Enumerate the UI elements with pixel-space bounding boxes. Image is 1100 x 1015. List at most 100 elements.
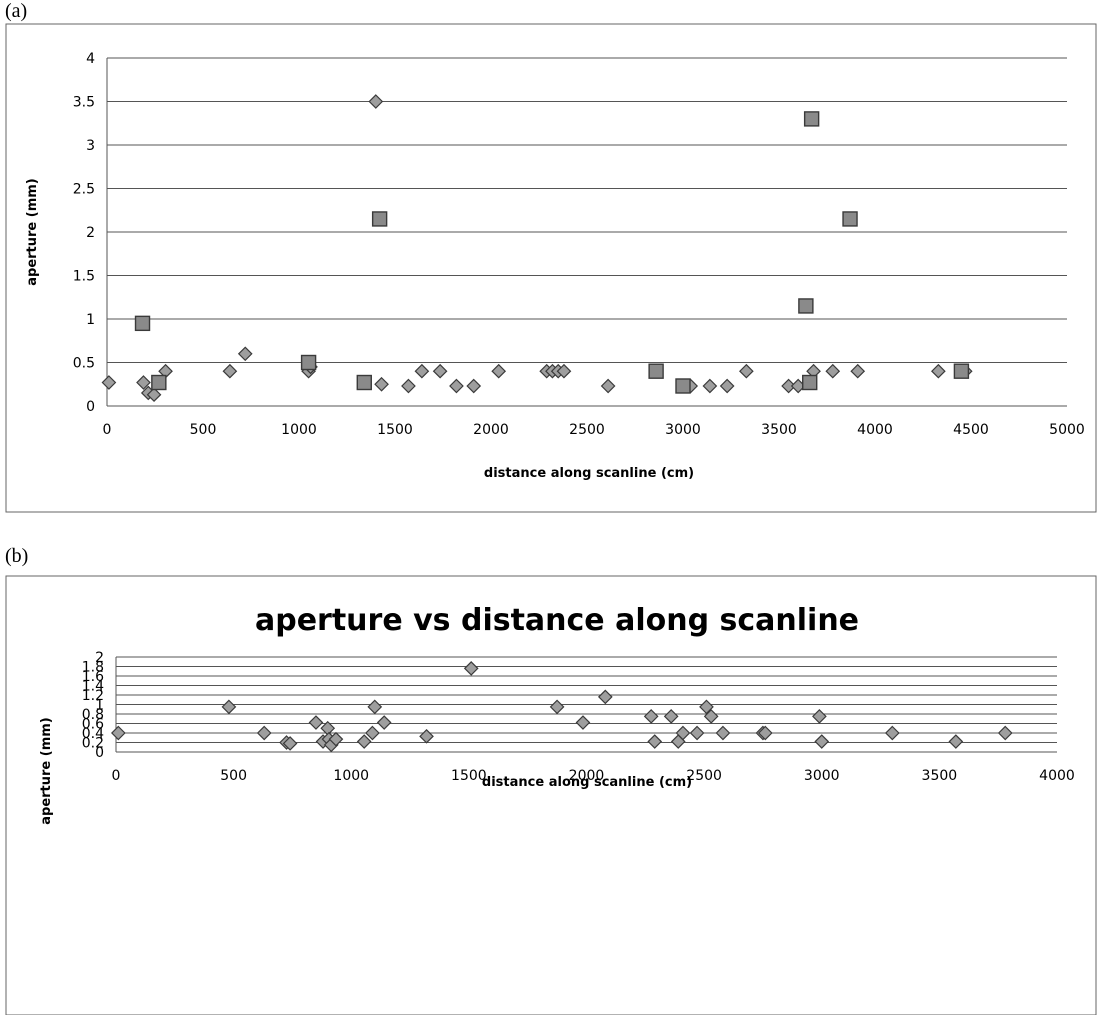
- chart-1-diamond-point: [814, 734, 830, 749]
- chart-1-diamond-point: [703, 709, 719, 724]
- chart-0-square-point: [300, 354, 317, 371]
- chart-0-diamond-point: [491, 363, 507, 379]
- chart-1-ytick: 1.2: [82, 688, 104, 704]
- chart-0-diamond-point: [101, 375, 117, 390]
- chart-0-xtick: 500: [190, 422, 217, 438]
- chart-1-diamond-point: [663, 709, 679, 724]
- chart-0-ytick: 2: [86, 225, 95, 241]
- chart-1-diamond-point: [597, 689, 613, 705]
- chart-1-diamond-point: [356, 734, 372, 749]
- chart-1-diamond-point: [549, 699, 565, 715]
- chart-1-ytick: 1: [95, 698, 104, 714]
- chart-0-xtick: 2500: [569, 422, 605, 438]
- chart-0-xtick: 5000: [1049, 422, 1085, 438]
- chart-1-diamond-point: [282, 736, 298, 751]
- chart-0-diamond-point: [931, 363, 946, 379]
- chart-1-diamond-point: [997, 725, 1013, 741]
- chart-0-square-point: [803, 111, 820, 127]
- chart-1-diamond-point: [812, 709, 827, 724]
- chart-0-diamond-point: [719, 378, 735, 394]
- panel-a-label: (a): [5, 0, 28, 22]
- chart-b-ylabel: aperture (mm): [39, 717, 54, 825]
- chart-1-xtick: 500: [220, 768, 247, 784]
- chart-0-ytick: 1: [86, 312, 95, 328]
- chart-1-diamond-point: [675, 725, 691, 741]
- chart-1-xtick: 4000: [1039, 768, 1075, 784]
- chart-1-xtick: 0: [112, 768, 121, 784]
- chart-0-xtick: 2000: [473, 422, 509, 438]
- chart-0-ytick: 1.5: [73, 269, 95, 285]
- chart-1-diamond-point: [689, 725, 705, 741]
- chart-0-square-point: [953, 363, 970, 379]
- chart-0-diamond-point: [449, 378, 464, 394]
- panel-b-label: (b): [5, 545, 29, 567]
- chart-1-ytick: 2: [95, 650, 104, 666]
- chart-0-diamond-point: [600, 378, 616, 394]
- chart-1-xtick: 2500: [686, 768, 722, 784]
- chart-1-diamond-point: [699, 699, 714, 715]
- chart-0-square-point: [802, 374, 818, 391]
- chart-1-diamond-point: [256, 725, 272, 741]
- chart-1-diamond-point: [308, 715, 324, 730]
- chart-1-ytick: 0.6: [82, 717, 104, 733]
- chart-0-xtick: 3500: [761, 422, 797, 438]
- chart-0-xtick: 1000: [281, 422, 317, 438]
- chart-1-ytick: 0.2: [82, 736, 104, 752]
- chart-1-xtick: 2000: [569, 768, 605, 784]
- chart-b-title: aperture vs distance along scanline: [255, 603, 859, 638]
- chart-0-square-point: [134, 315, 151, 332]
- chart-1-ytick: 0.8: [82, 707, 104, 723]
- chart-1-xtick: 1000: [333, 768, 369, 784]
- chart-b-xlabel: distance along scanline (cm): [482, 775, 692, 790]
- chart-0-xtick: 4000: [857, 422, 893, 438]
- chart-1-diamond-point: [376, 715, 392, 730]
- chart-0-square-point: [371, 211, 388, 227]
- chart-b-frame: [5, 575, 1097, 1015]
- chart-1-diamond-point: [647, 734, 663, 749]
- chart-0-xtick: 0: [103, 422, 112, 438]
- chart-0-square-point: [842, 211, 858, 227]
- chart-0-diamond-point: [556, 363, 572, 379]
- chart-a-xlabel: distance along scanline (cm): [484, 466, 694, 481]
- chart-1-diamond-point: [365, 725, 380, 741]
- chart-1-diamond-point: [328, 731, 344, 747]
- chart-0-ytick: 2.5: [73, 182, 95, 198]
- chart-1-diamond-point: [111, 725, 126, 741]
- chart-0-diamond-point: [414, 363, 430, 379]
- chart-0-diamond-point: [702, 378, 718, 394]
- chart-0-square-point: [648, 363, 664, 379]
- chart-0-diamond-point: [401, 378, 416, 394]
- chart-1-ytick: 0.4: [82, 726, 104, 742]
- chart-a-frame: [5, 23, 1097, 513]
- chart-1-ytick: 1.8: [82, 660, 104, 676]
- chart-1-ytick: 0: [95, 745, 104, 761]
- chart-1-diamond-point: [643, 709, 659, 724]
- chart-1-xtick: 3000: [804, 768, 840, 784]
- chart-0-diamond-point: [781, 378, 796, 394]
- chart-1-diamond-point: [575, 715, 591, 730]
- chart-a-ylabel: aperture (mm): [25, 178, 40, 286]
- chart-0-square-point: [675, 378, 691, 394]
- chart-0-xtick: 4500: [953, 422, 989, 438]
- chart-0-square-point: [798, 298, 814, 314]
- chart-1-diamond-point: [884, 725, 900, 741]
- chart-0-diamond-point: [466, 378, 482, 394]
- chart-0-diamond-point: [368, 94, 384, 109]
- chart-a: aperture (mm) distance along scanline (c…: [25, 51, 1085, 481]
- chart-0-diamond-point: [739, 363, 754, 379]
- chart-1-diamond-point: [463, 661, 479, 676]
- chart-0-diamond-point: [374, 376, 389, 392]
- chart-0-diamond-point: [136, 375, 151, 390]
- chart-1-diamond-point: [419, 728, 434, 744]
- chart-0-ytick: 3: [86, 138, 95, 154]
- chart-1-diamond-point: [367, 699, 383, 715]
- chart-0-ytick: 0.5: [73, 356, 95, 372]
- chart-0-square-point: [356, 374, 372, 391]
- chart-1-diamond-point: [757, 725, 773, 741]
- chart-0-square-point: [151, 374, 167, 391]
- chart-1-ytick: 1.6: [82, 669, 104, 685]
- chart-0-xtick: 3000: [665, 422, 701, 438]
- chart-0-diamond-point: [825, 363, 841, 379]
- chart-1-diamond-point: [948, 734, 964, 749]
- chart-1-xtick: 1500: [451, 768, 487, 784]
